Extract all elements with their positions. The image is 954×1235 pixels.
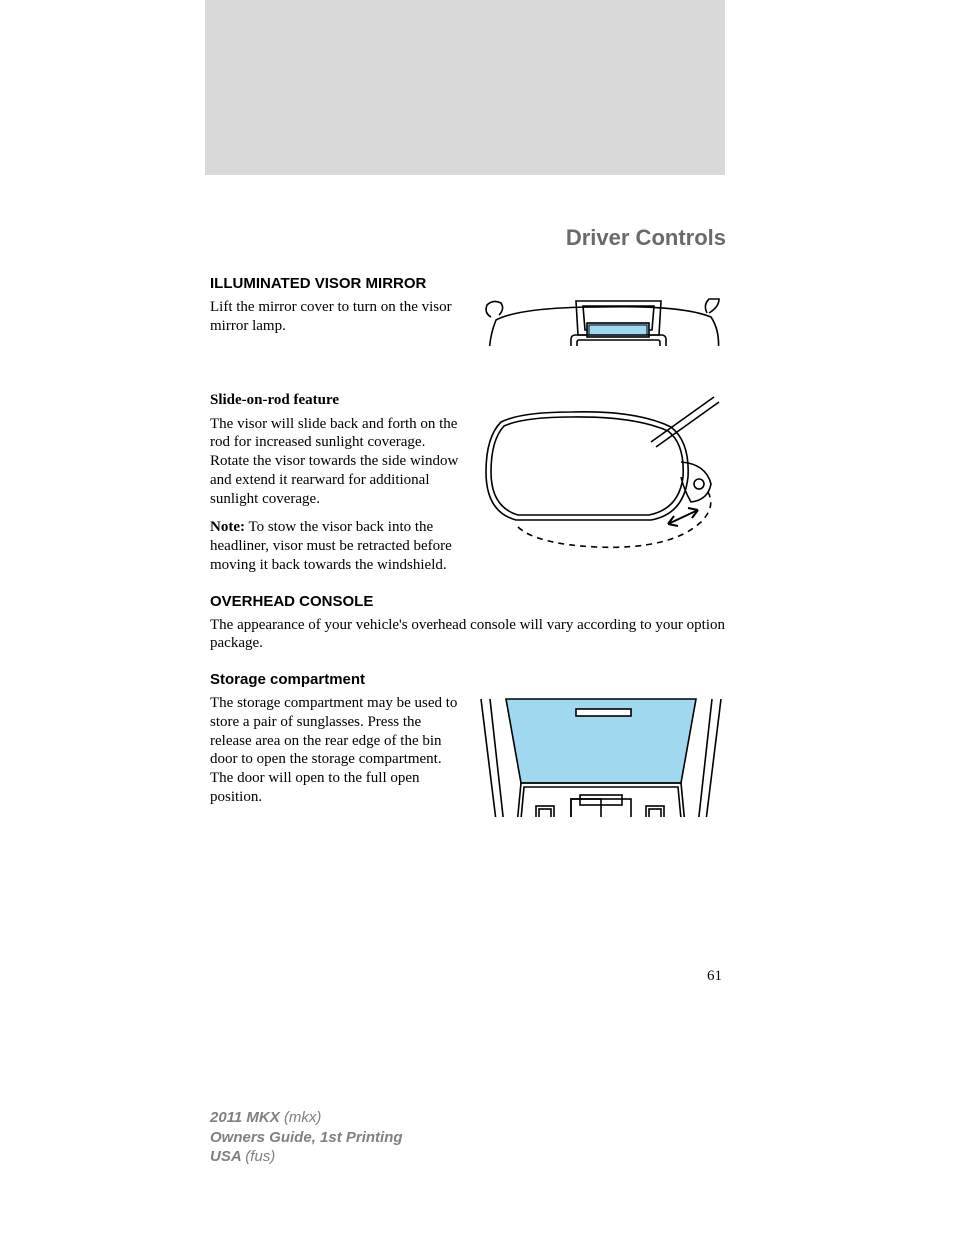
page-number: 61 [707,968,722,985]
note-label: Note: [210,519,245,535]
footer-line-2: Owners Guide, 1st Printing [210,1128,403,1148]
slide-visor-svg [476,392,726,562]
heading-overhead: OVERHEAD CONSOLE [210,593,726,610]
footer-region-code: (fus) [245,1148,275,1165]
sun-visor-svg [481,295,726,346]
chapter-title: Driver Controls [210,225,726,251]
content-area: Driver Controls ILLUMINATED VISOR MIRROR… [210,225,726,817]
heading-visor-mirror: ILLUMINATED VISOR MIRROR [210,275,726,292]
illustration-slide-visor [476,392,726,562]
section-slide-on-rod: Slide-on-rod feature The visor will slid… [210,392,726,585]
illustration-overhead-console [476,691,726,817]
body-slide-rod: The visor will slide back and forth on t… [210,415,465,509]
illustration-sun-visor [481,295,726,346]
section-illuminated-visor: ILLUMINATED VISOR MIRROR Lift the mirror… [210,275,726,346]
header-banner [205,0,725,175]
page: Driver Controls ILLUMINATED VISOR MIRROR… [0,0,954,1235]
heading-storage: Storage compartment [210,671,726,688]
footer-model-code: (mkx) [284,1109,322,1126]
note-slide-rod: Note: To stow the visor back into the he… [210,518,465,574]
body-storage: The storage compartment may be used to s… [210,694,465,807]
section-overhead-console: OVERHEAD CONSOLE The appearance of your … [210,593,726,664]
footer: 2011 MKX (mkx) Owners Guide, 1st Printin… [210,1108,403,1167]
body-visor-mirror: Lift the mirror cover to turn on the vis… [210,298,465,336]
footer-line-1: 2011 MKX (mkx) [210,1108,403,1128]
note-body: To stow the visor back into the headline… [210,519,452,573]
section-storage: Storage compartment The storage compartm… [210,671,726,817]
footer-model: 2011 MKX [210,1109,284,1126]
footer-line-3: USA (fus) [210,1147,403,1167]
body-overhead: The appearance of your vehicle's overhea… [210,616,726,654]
overhead-console-svg [476,691,726,817]
footer-region: USA [210,1148,245,1165]
